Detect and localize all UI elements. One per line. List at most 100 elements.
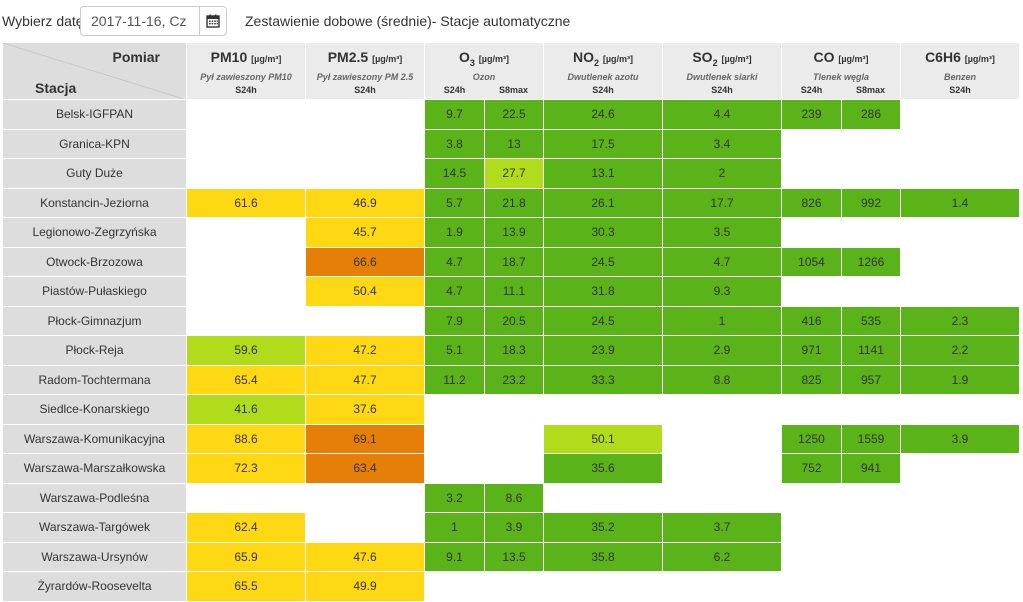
- station-name[interactable]: Konstancin-Jeziorna: [2, 187, 187, 218]
- measurement-cell: 22.5: [484, 99, 544, 130]
- measurement-cell: 18.3: [484, 335, 544, 366]
- measurement-cell: 47.6: [305, 541, 425, 572]
- measurement-cell: [305, 482, 425, 513]
- measurement-cell: 47.2: [305, 335, 425, 366]
- measurement-cell: [186, 217, 306, 248]
- measurement-cell: 88.6: [186, 423, 306, 454]
- measurement-cell: [781, 541, 842, 572]
- measurement-cell: [543, 482, 663, 513]
- measurement-cell: [662, 482, 782, 513]
- date-input[interactable]: [80, 6, 199, 36]
- measurement-cell: [841, 128, 901, 159]
- station-name[interactable]: Piastów-Pułaskiego: [2, 276, 187, 307]
- station-name[interactable]: Warszawa-Marszałkowska: [2, 453, 187, 484]
- table-row: Siedlce-Konarskiego 41.6 37.6: [2, 394, 1020, 425]
- measurement-cell: 35.6: [543, 453, 663, 484]
- station-name[interactable]: Siedlce-Konarskiego: [2, 394, 187, 425]
- pollutant-name: CO [µg/m³]: [813, 48, 869, 65]
- pollutant-description: Ozon: [472, 72, 496, 83]
- table-row: Warszawa-Targówek 62.4 1 3.9 35.2 3.7: [2, 512, 1020, 543]
- measurement-cell: [900, 482, 1020, 513]
- corner-diagonal: [3, 43, 184, 99]
- calendar-button[interactable]: [199, 6, 227, 36]
- measurement-cell: 46.9: [305, 187, 425, 218]
- unit-label: [µg/m³]: [478, 53, 509, 64]
- measurement-cell: 3.4: [662, 128, 782, 159]
- pollutant-description: Tlenek węgla: [812, 72, 870, 83]
- measurement-cell: 971: [781, 335, 842, 366]
- measurement-cell: [186, 276, 306, 307]
- measurement-cell: [781, 482, 842, 513]
- pollutant-description: Pył zawieszony PM10: [200, 72, 292, 83]
- measurement-cell: 825: [781, 364, 842, 395]
- table-row: Warszawa-Marszałkowska 72.3 63.4 35.6 752 941: [2, 453, 1020, 484]
- table-corner-header: Pomiar Stacja: [2, 42, 187, 100]
- aggregation-label: S24h: [235, 85, 257, 96]
- page-title: Zestawienie dobowe (średnie)- Stacje aut…: [245, 13, 571, 29]
- measurement-cell: 13.5: [484, 541, 544, 572]
- measurement-cell: [900, 128, 1020, 159]
- measurement-cell: 62.4: [186, 512, 306, 543]
- measurement-cell: 23.9: [543, 335, 663, 366]
- station-name[interactable]: Radom-Tochtermana: [2, 364, 187, 395]
- measurement-cell: 535: [841, 305, 901, 336]
- measurement-cell: 1141: [841, 335, 901, 366]
- measurement-cell: [484, 423, 544, 454]
- unit-label: [µg/m³]: [251, 53, 282, 64]
- table-row: Żyrardów-Roosevelta 65.5 49.9: [2, 571, 1020, 602]
- measurement-cell: 5.7: [424, 187, 485, 218]
- unit-label: [µg/m³]: [372, 53, 403, 64]
- column-header-3: NO2 [µg/m³] Dwutlenek azotu S24h: [543, 42, 663, 100]
- station-name[interactable]: Płock-Gimnazjum: [2, 305, 187, 336]
- measurement-cell: [424, 571, 485, 602]
- station-name[interactable]: Warszawa-Ursynów: [2, 541, 187, 572]
- measurement-cell: [900, 512, 1020, 543]
- measurement-cell: [543, 571, 663, 602]
- station-name[interactable]: Warszawa-Podleśna: [2, 482, 187, 513]
- measurement-cell: 45.7: [305, 217, 425, 248]
- aggregation-label: S24h: [592, 85, 614, 96]
- measurement-cell: 18.7: [484, 246, 544, 277]
- station-name[interactable]: Belsk-IGFPAN: [2, 99, 187, 130]
- aggregation-label: S8max: [855, 85, 886, 96]
- measurement-cell: [484, 453, 544, 484]
- measurement-cell: 6.2: [662, 541, 782, 572]
- measurement-cell: [841, 541, 901, 572]
- measurement-cell: 49.9: [305, 571, 425, 602]
- pollutant-name: PM2.5 [µg/m³]: [327, 48, 403, 65]
- date-label: Wybierz datę:: [2, 13, 88, 29]
- station-name[interactable]: Legionowo-Zegrzyńska: [2, 217, 187, 248]
- station-name[interactable]: Otwock-Brzozowa: [2, 246, 187, 277]
- station-name[interactable]: Warszawa-Komunikacyjna: [2, 423, 187, 454]
- measurement-cell: 61.6: [186, 187, 306, 218]
- measurement-cell: [305, 305, 425, 336]
- table-row: Konstancin-Jeziorna 61.6 46.9 5.7 21.8 26.1 17…: [2, 187, 1020, 218]
- measurement-cell: 26.1: [543, 187, 663, 218]
- measurement-cell: 65.9: [186, 541, 306, 572]
- measurement-cell: 13: [484, 128, 544, 159]
- measurement-cell: 66.6: [305, 246, 425, 277]
- station-name[interactable]: Żyrardów-Roosevelta: [2, 571, 187, 602]
- measurement-cell: [900, 453, 1020, 484]
- measurement-cell: 286: [841, 99, 901, 130]
- table-row: Płock-Gimnazjum 7.9 20.5 24.5 1 416 535 2.3: [2, 305, 1020, 336]
- measurement-cell: [900, 394, 1020, 425]
- measurement-cell: 9.3: [662, 276, 782, 307]
- station-name[interactable]: Granica-KPN: [2, 128, 187, 159]
- measurement-cell: 50.1: [543, 423, 663, 454]
- station-name[interactable]: Warszawa-Targówek: [2, 512, 187, 543]
- pollutant-description: Pył zawieszony PM 2.5: [316, 72, 414, 83]
- station-name[interactable]: Płock-Reja: [2, 335, 187, 366]
- measurement-cell: 3.5: [662, 217, 782, 248]
- pollutant-name: C6H6 [µg/m³]: [925, 48, 995, 65]
- measurement-cell: 13.9: [484, 217, 544, 248]
- pollutant-name: PM10 [µg/m³]: [210, 48, 282, 65]
- measurement-cell: 65.5: [186, 571, 306, 602]
- measurement-cell: 826: [781, 187, 842, 218]
- station-name[interactable]: Guty Duże: [2, 158, 187, 189]
- measurement-cell: 41.6: [186, 394, 306, 425]
- unit-label: [µg/m³]: [721, 53, 752, 64]
- measurement-cell: 1250: [781, 423, 842, 454]
- measurement-cell: 14.5: [424, 158, 485, 189]
- measurement-cell: 4.7: [662, 246, 782, 277]
